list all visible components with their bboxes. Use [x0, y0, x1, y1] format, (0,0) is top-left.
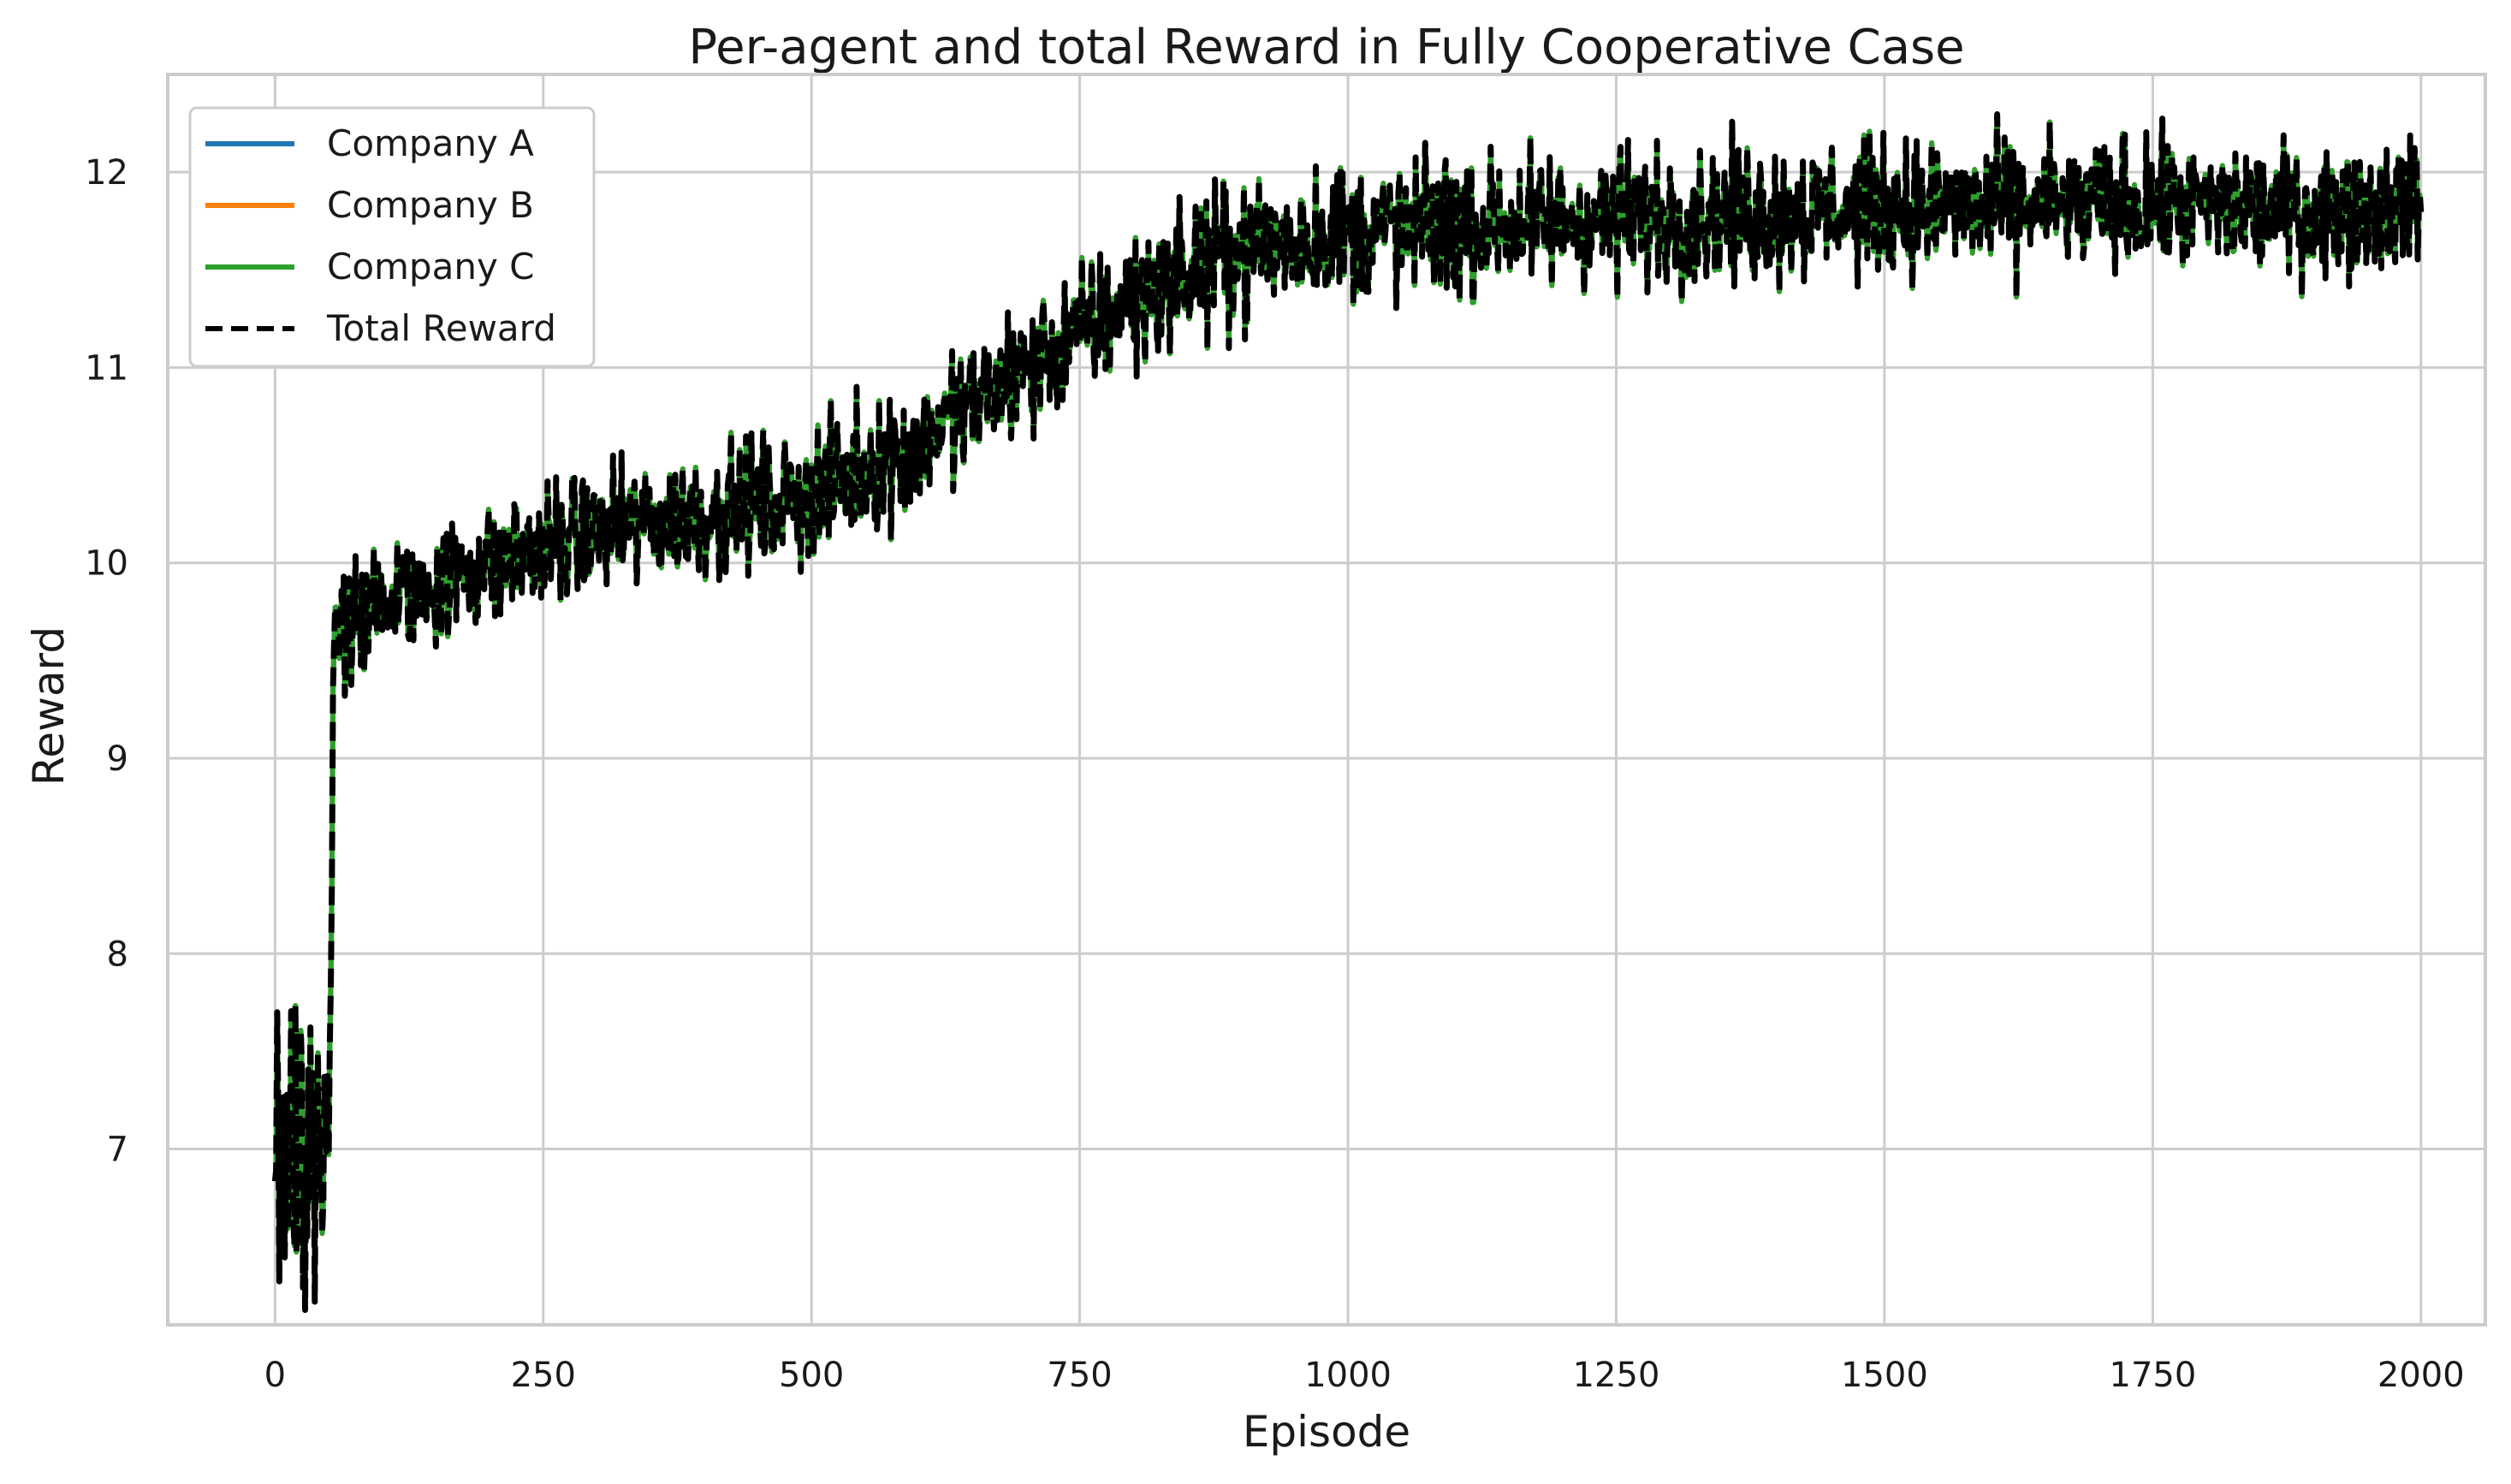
legend: Company A Company B Company C Total Reward: [188, 106, 596, 368]
x-tick-label: 1500: [1841, 1356, 1928, 1395]
x-tick-label: 1250: [1573, 1356, 1660, 1395]
tick-labels: 0 250 500 750 1000 1250 1500 1750 2000 7 8 9 10 11 12: [85, 153, 2465, 1395]
x-tick-label: 0: [264, 1356, 286, 1395]
y-tick-label: 7: [107, 1131, 128, 1170]
series-line-total-reward: [271, 111, 2425, 1314]
x-tick-label: 250: [511, 1356, 576, 1395]
legend-box: [188, 106, 596, 368]
chart-title: Per-agent and total Reward in Fully Coop…: [688, 20, 1964, 75]
series-lines: [271, 111, 2425, 1314]
y-tick-label: 11: [85, 348, 128, 388]
x-tick-label: 1000: [1304, 1356, 1392, 1395]
y-tick-label: 10: [85, 544, 128, 584]
x-tick-label: 750: [1047, 1356, 1112, 1395]
legend-label-total-reward: Total Reward: [326, 307, 556, 349]
y-axis-label: Reward: [24, 626, 74, 786]
x-tick-label: 500: [779, 1356, 844, 1395]
y-tick-label: 12: [85, 153, 128, 193]
legend-label-company-b: Company B: [327, 184, 534, 226]
y-tick-label: 9: [107, 739, 128, 779]
legend-label-company-a: Company A: [327, 122, 534, 164]
x-tick-label: 2000: [2377, 1356, 2465, 1395]
grid-lines: [168, 74, 2485, 1325]
x-axis-label: Episode: [1243, 1407, 1410, 1457]
legend-label-company-c: Company C: [327, 246, 534, 288]
y-tick-label: 8: [107, 935, 128, 974]
plot-frame: [166, 73, 2487, 1327]
x-tick-label: 1750: [2110, 1356, 2197, 1395]
